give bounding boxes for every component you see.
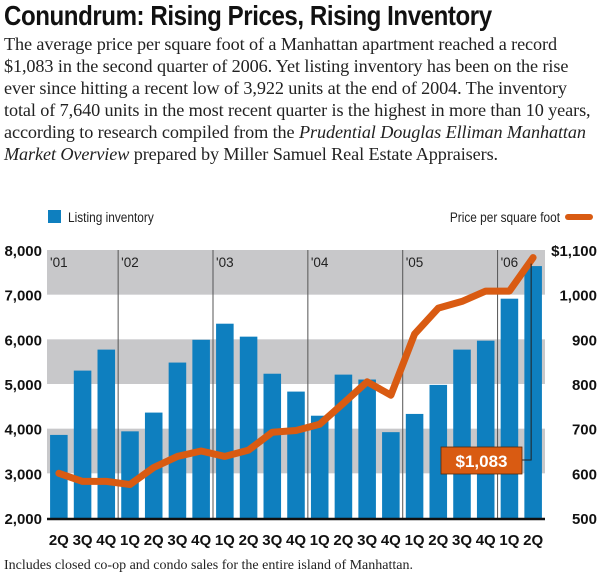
background-band: [47, 250, 545, 295]
inventory-bar: [121, 431, 139, 518]
x-axis-tick-label: 1Q: [499, 532, 519, 549]
x-axis-tick-label: 4Q: [286, 532, 306, 549]
legend-label-price: Price per square foot: [450, 209, 561, 225]
inventory-bar: [97, 349, 116, 518]
chart-title: Conundrum: Rising Prices, Rising Invento…: [4, 0, 492, 31]
inventory-bar: [310, 415, 329, 518]
x-axis-tick-label: 1Q: [215, 532, 235, 549]
legend-label-inventory: Listing inventory: [68, 209, 154, 225]
footnote: Includes closed co-op and condo sales fo…: [4, 558, 413, 573]
x-axis-tick-label: 1Q: [310, 532, 330, 549]
x-axis-tick-label: 3Q: [73, 532, 93, 549]
inventory-bar: [429, 384, 448, 518]
right-axis-tick-label: 900: [572, 332, 597, 349]
inventory-bar: [358, 379, 376, 518]
x-axis-tick-label: 3Q: [167, 532, 187, 549]
callout-label: $1,083: [456, 452, 508, 471]
x-axis-tick-label: 1Q: [120, 532, 140, 549]
inventory-bar: [287, 391, 305, 518]
inventory-bar: [500, 298, 519, 518]
year-label: '05: [406, 255, 424, 270]
legend: Listing inventory Price per square foot: [48, 209, 593, 225]
right-axis: 500 600 700 800 900 1,000 $1,100: [551, 243, 597, 528]
inventory-bar: [73, 370, 92, 518]
left-axis-tick-label: 8,000: [4, 243, 42, 260]
year-label: '02: [121, 255, 139, 270]
right-axis-tick-label: $1,100: [551, 243, 597, 260]
left-axis-tick-label: 3,000: [4, 466, 42, 483]
x-axis-tick-label: 3Q: [262, 532, 282, 549]
year-label: '03: [216, 255, 234, 270]
year-labels: '01 '02 '03 '04 '05 '06: [50, 255, 518, 270]
left-axis-tick-label: 7,000: [4, 288, 42, 305]
inventory-bar: [524, 266, 542, 518]
left-axis-tick-label: 6,000: [4, 332, 42, 349]
year-label: '06: [501, 255, 519, 270]
x-axis-tick-label: 3Q: [357, 532, 377, 549]
inventory-bar: [382, 432, 400, 518]
right-axis-tick-label: 1,000: [559, 288, 597, 305]
x-axis-tick-label: 2Q: [428, 532, 448, 549]
callout-leader-line: [522, 263, 532, 461]
intro-text-2: prepared by Miller Samuel Real Estate Ap…: [129, 144, 499, 164]
x-axis-tick-label: 1Q: [405, 532, 425, 549]
inventory-bars: [50, 266, 542, 518]
inventory-bar: [263, 373, 282, 518]
x-axis-tick-label: 3Q: [452, 532, 472, 549]
intro-paragraph: The average price per square foot of a M…: [4, 33, 598, 165]
year-label: '01: [50, 255, 68, 270]
year-label: '04: [311, 255, 329, 270]
inventory-bar: [405, 413, 424, 518]
price-callout: $1,083: [440, 263, 532, 475]
inventory-bar: [216, 323, 234, 518]
legend-swatch-inventory: [48, 210, 61, 223]
inventory-bar: [239, 336, 258, 518]
right-axis-tick-label: 600: [572, 466, 597, 483]
x-axis-tick-label: 2Q: [144, 532, 164, 549]
x-axis-tick-label: 2Q: [49, 532, 69, 549]
x-axis-tick-label: 2Q: [523, 532, 543, 549]
left-axis-tick-label: 2,000: [4, 511, 42, 528]
inventory-bar: [168, 362, 187, 518]
inventory-bar: [453, 349, 471, 518]
inventory-bar: [192, 339, 210, 518]
right-axis-tick-label: 800: [572, 377, 597, 394]
inventory-bar: [476, 340, 495, 518]
x-axis-tick-label: 4Q: [381, 532, 401, 549]
x-axis-tick-label: 2Q: [333, 532, 353, 549]
price-line-group: [55, 254, 537, 488]
intro-source-title: Prudential Douglas Elliman Manhattan Mar…: [4, 122, 586, 164]
left-axis-tick-label: 5,000: [4, 377, 42, 394]
x-axis-tick-label: 2Q: [239, 532, 259, 549]
right-axis-tick-label: 500: [572, 511, 597, 528]
x-axis: 2Q 3Q 4Q 1Q 2Q 3Q 4Q 1Q 2Q 3Q 4Q 1Q 2Q 3Q 4Q 1Q 2Q 3Q 4Q 1Q…: [47, 517, 545, 549]
callout-box: [440, 446, 523, 475]
intro-text-1: The average price per square foot of a M…: [4, 34, 591, 142]
x-axis-tick-label: 4Q: [476, 532, 496, 549]
x-axis-tick-label: 4Q: [191, 532, 211, 549]
left-axis-tick-label: 4,000: [4, 422, 42, 439]
left-axis: 2,000 3,000 4,000 5,000 6,000 7,000 8,000: [4, 243, 42, 528]
x-axis-tick-label: 4Q: [96, 532, 116, 549]
right-axis-tick-label: 700: [572, 422, 597, 439]
